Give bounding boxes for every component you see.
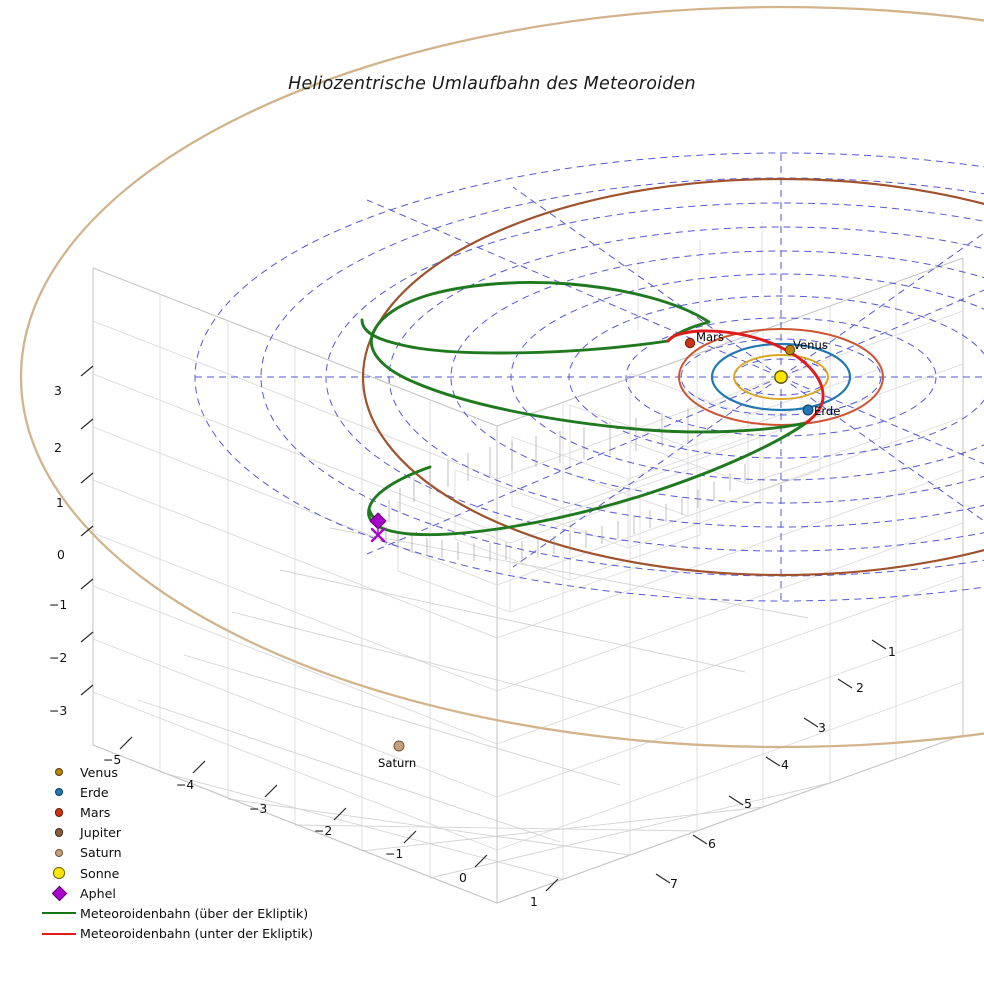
legend-item-label: Jupiter: [80, 825, 122, 841]
z-axis-tick-label: −1: [49, 597, 68, 612]
legend-item-label: Meteoroidenbahn (über der Ekliptik): [80, 905, 309, 921]
legend-marker-key: [38, 883, 80, 903]
legend-item[interactable]: Meteoroidenbahn (über der Ekliptik): [38, 903, 358, 923]
y-axis-tick-label: 1: [888, 644, 896, 659]
z-axis-tick-label: −3: [49, 703, 68, 718]
legend-marker-key: [38, 782, 80, 802]
orbit-venus: [733, 354, 829, 400]
z-axis-tick-label: 0: [57, 547, 65, 562]
legend-item[interactable]: Meteoroidenbahn (unter der Ekliptik): [38, 924, 358, 944]
legend-item-label: Aphel: [80, 885, 116, 901]
legend-item[interactable]: Aphel: [38, 883, 358, 903]
legend-item[interactable]: Venus: [38, 762, 358, 782]
legend-diamond-marker-icon: [51, 885, 67, 901]
legend-marker-key: [38, 843, 80, 863]
orbit-saturn: [20, 5, 984, 749]
body-label-venus: Venus: [793, 338, 828, 352]
legend-item[interactable]: Mars: [38, 802, 358, 822]
orbit-mars: [678, 328, 884, 426]
legend-circle-marker-icon: [54, 848, 64, 858]
polar-grid: [194, 152, 984, 602]
page-title: Heliozentrische Umlaufbahn des Meteoroid…: [288, 74, 696, 94]
axis-ticks: [80, 365, 887, 892]
y-axis-tick-label: 6: [708, 836, 716, 851]
legend[interactable]: Venus Erde Mars Jupiter Saturn Sonne Aphel Mete…: [38, 762, 358, 944]
legend-item-label: Meteoroidenbahn (unter der Ekliptik): [80, 926, 314, 942]
x-axis-tick-label: −1: [385, 846, 404, 861]
legend-marker-key: [38, 863, 80, 883]
y-axis-tick-label: 5: [744, 796, 752, 811]
marker-venus: [784, 344, 796, 356]
z-axis-tick-label: 2: [54, 440, 62, 455]
z-axis-tick-label: −2: [49, 650, 68, 665]
aphel-projection-x: [370, 527, 386, 543]
legend-item[interactable]: Jupiter: [38, 823, 358, 843]
legend-item[interactable]: Sonne: [38, 863, 358, 883]
x-axis-tick-label: −4: [176, 777, 195, 792]
y-axis-tick-label: 2: [856, 680, 864, 695]
legend-item[interactable]: Saturn: [38, 843, 358, 863]
legend-item-label: Saturn: [80, 845, 122, 861]
x-axis-tick-label: −2: [314, 823, 333, 838]
marker-aphel: [369, 512, 387, 543]
marker-saturn: [393, 740, 405, 752]
z-axis-tick-label: 1: [56, 495, 64, 510]
legend-item-label: Sonne: [80, 865, 120, 881]
y-axis-tick-label: 3: [818, 720, 826, 735]
inner-box-wireframe: [397, 222, 881, 613]
meteoroid-orbit-above-ecliptic: [360, 281, 808, 537]
box-edges: [92, 257, 964, 904]
legend-circle-marker-icon: [54, 808, 64, 817]
legend-line-key: [38, 924, 80, 944]
body-label-erde: Erde: [814, 404, 841, 418]
x-axis-tick-label: −5: [103, 752, 122, 767]
orbit-jupiter: [362, 177, 984, 577]
y-axis-tick-label: 7: [670, 876, 678, 891]
legend-marker-key: [38, 762, 80, 782]
marker-mars: [684, 337, 696, 349]
x-axis-tick-label: 0: [459, 870, 467, 885]
y-axis-tick-label: 4: [781, 757, 789, 772]
legend-line-swatch: [42, 912, 76, 915]
marker-erde: [802, 404, 814, 416]
legend-item-label: Venus: [80, 764, 118, 780]
marker-sonne: [774, 370, 788, 384]
legend-circle-marker-icon: [54, 788, 64, 797]
body-label-saturn: Saturn: [378, 756, 417, 770]
legend-marker-key: [38, 823, 80, 843]
body-label-mars: Mars: [696, 330, 724, 344]
legend-item-label: Mars: [80, 804, 111, 820]
legend-circle-marker-icon: [53, 867, 65, 879]
x-axis-tick-label: 1: [530, 894, 538, 909]
legend-marker-key: [38, 802, 80, 822]
x-axis-tick-label: −3: [249, 801, 268, 816]
legend-circle-marker-icon: [54, 767, 64, 777]
legend-item[interactable]: Erde: [38, 782, 358, 802]
orbit-erde: [710, 342, 852, 412]
legend-item-label: Erde: [80, 784, 109, 800]
legend-circle-marker-icon: [54, 828, 64, 837]
legend-line-swatch: [42, 932, 76, 935]
legend-line-key: [38, 903, 80, 923]
z-axis-tick-label: 3: [54, 383, 62, 398]
